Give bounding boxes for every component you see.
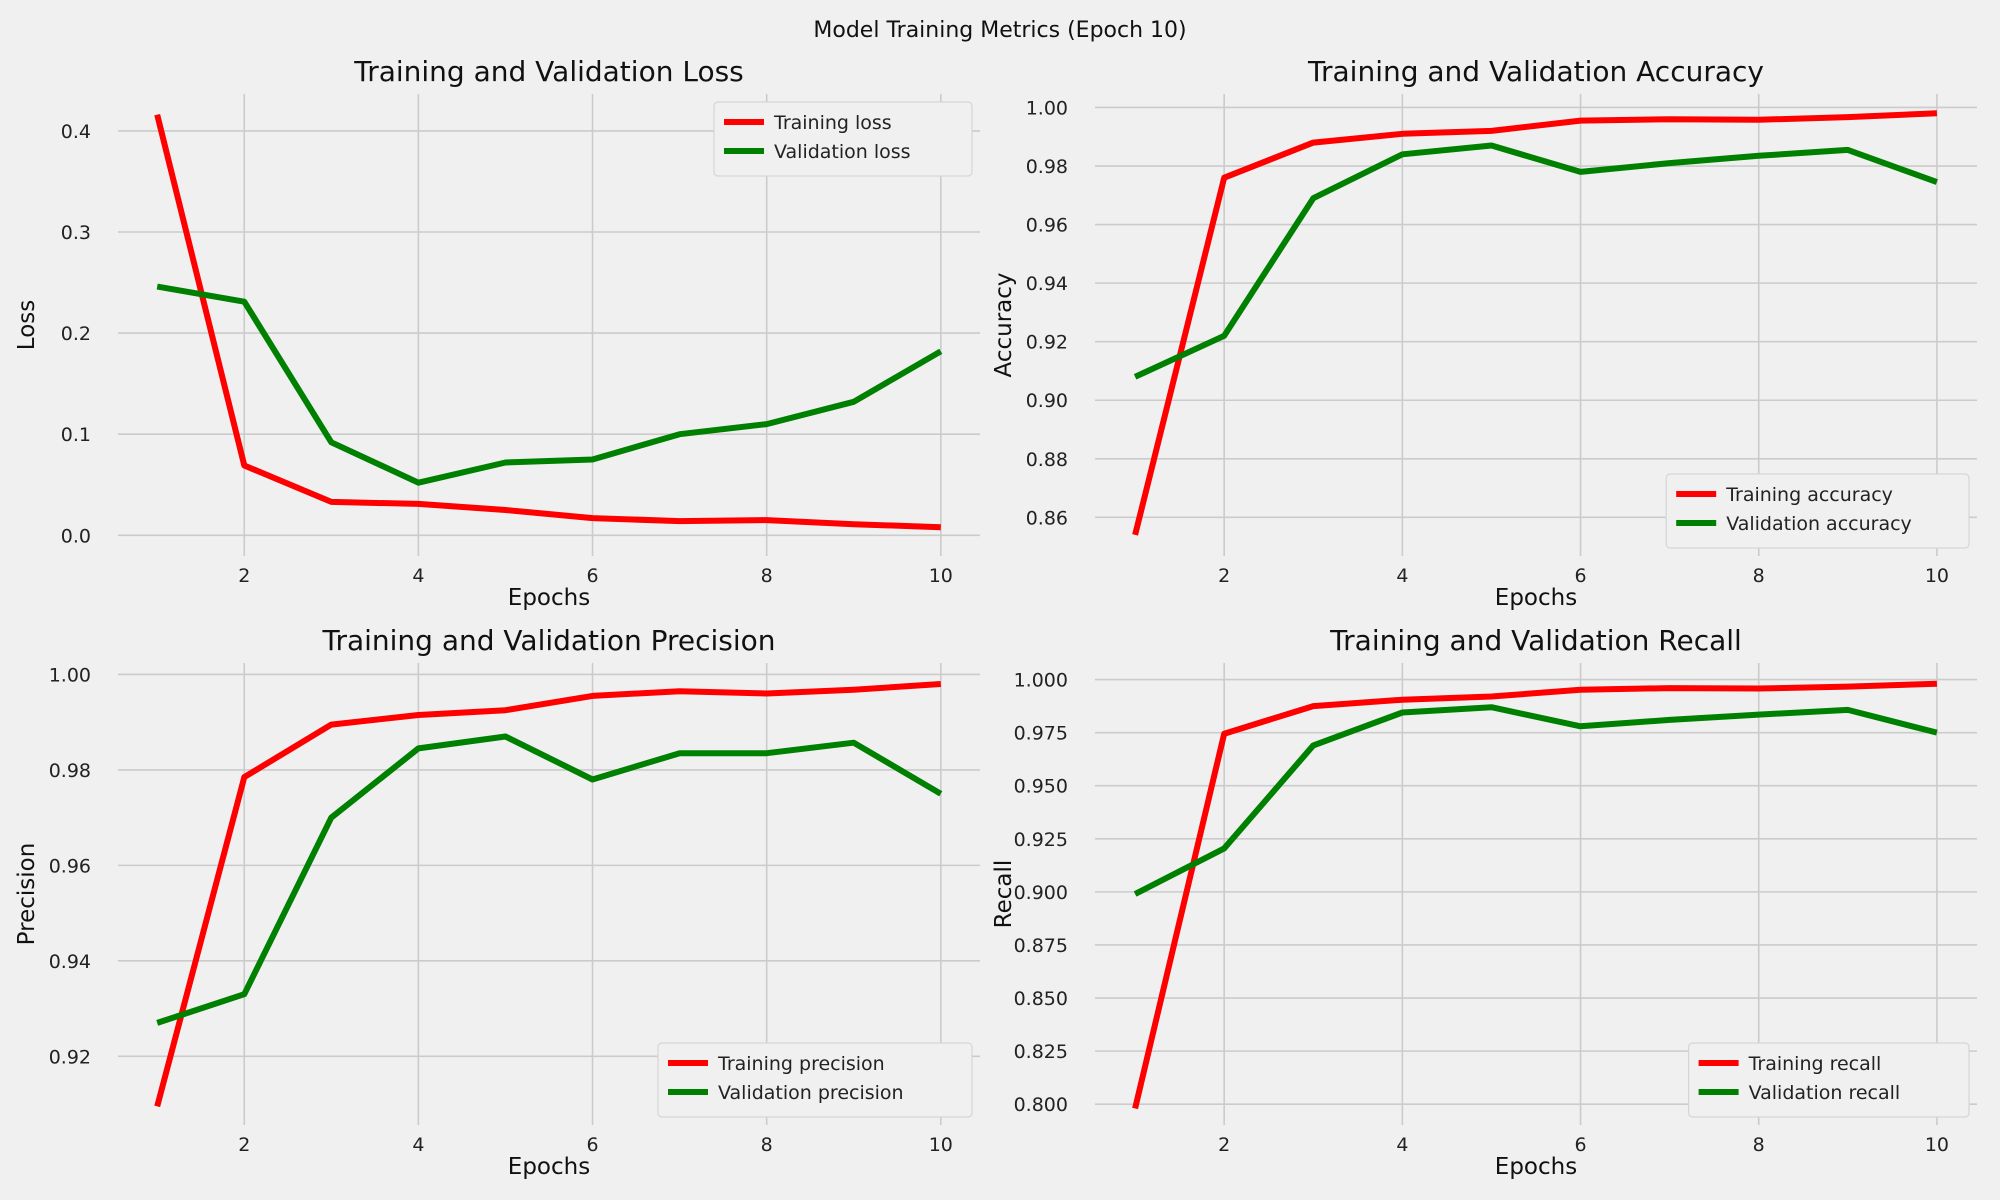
x-tick-label: 10	[1925, 565, 1949, 587]
y-tick-label: 0.98	[1026, 156, 1068, 178]
x-tick-label: 6	[586, 1134, 598, 1156]
legend-label: Training loss	[773, 112, 892, 134]
y-axis-label: Accuracy	[991, 272, 1017, 377]
series-line-training	[1132, 680, 1937, 1110]
x-tick-label: 8	[761, 565, 773, 587]
x-tick-label: 4	[412, 565, 424, 587]
legend-label: Training accuracy	[1725, 484, 1893, 506]
y-tick-label: 0.875	[1014, 935, 1068, 957]
y-tick-label: 0.925	[1014, 829, 1068, 851]
y-tick-label: 0.0	[61, 525, 91, 547]
y-tick-label: 0.850	[1014, 988, 1068, 1010]
x-tick-label: 8	[1753, 565, 1765, 587]
y-tick-label: 1.000	[1014, 670, 1068, 692]
y-tick-label: 0.825	[1014, 1041, 1068, 1063]
series-line-validation	[156, 283, 943, 486]
x-tick-label: 10	[1925, 1134, 1949, 1156]
y-tick-label: 0.90	[1026, 390, 1068, 412]
legend-label: Validation precision	[718, 1082, 904, 1104]
figure-title: Model Training Metrics (Epoch 10)	[813, 18, 1187, 43]
y-tick-label: 0.950	[1014, 776, 1068, 798]
y-tick-label: 0.4	[61, 121, 91, 143]
legend-label: Validation recall	[1749, 1082, 1901, 1104]
legend-box	[657, 1042, 973, 1118]
x-axis-label: Epochs	[508, 1154, 590, 1180]
x-axis-label: Epochs	[1495, 585, 1577, 611]
y-tick-label: 0.3	[61, 222, 91, 244]
x-tick-label: 4	[412, 1134, 424, 1156]
x-axis-label: Epochs	[508, 585, 590, 611]
y-tick-label: 0.94	[49, 951, 91, 973]
y-tick-label: 0.94	[1026, 273, 1068, 295]
y-tick-label: 0.2	[61, 323, 91, 345]
legend-label: Validation loss	[774, 141, 911, 163]
y-tick-label: 0.1	[61, 424, 91, 446]
x-tick-label: 6	[1574, 565, 1586, 587]
x-tick-label: 6	[586, 565, 598, 587]
x-tick-label: 8	[1753, 1134, 1765, 1156]
series-line-validation	[1133, 142, 1938, 380]
series-line-training	[154, 681, 941, 1108]
y-tick-label: 1.00	[49, 664, 91, 686]
x-tick-label: 10	[929, 565, 953, 587]
y-tick-label: 0.96	[49, 855, 91, 877]
legend-label: Training recall	[1748, 1053, 1882, 1075]
y-tick-label: 0.88	[1026, 449, 1068, 471]
x-tick-label: 8	[761, 1134, 773, 1156]
series-line-validation	[1133, 704, 1938, 897]
y-axis-label: Loss	[14, 300, 40, 350]
x-tick-label: 2	[238, 1134, 250, 1156]
y-tick-label: 1.00	[1026, 97, 1068, 119]
x-tick-label: 4	[1396, 1134, 1408, 1156]
y-tick-label: 0.92	[49, 1046, 91, 1068]
y-tick-label: 0.96	[1026, 215, 1068, 237]
chart-title: Training and Validation Precision	[321, 624, 775, 657]
series-line-validation	[156, 733, 943, 1026]
legend-box	[1687, 1042, 1970, 1118]
y-axis-label: Precision	[14, 843, 40, 946]
x-tick-label: 2	[238, 565, 250, 587]
y-tick-label: 0.975	[1014, 723, 1068, 745]
x-tick-label: 6	[1574, 1134, 1586, 1156]
y-tick-label: 0.98	[49, 760, 91, 782]
chart-title: Training and Validation Recall	[1329, 624, 1742, 657]
legend-label: Training precision	[717, 1053, 885, 1075]
x-axis-label: Epochs	[1495, 1154, 1577, 1180]
y-axis-label: Recall	[991, 860, 1017, 929]
y-tick-label: 0.92	[1026, 332, 1068, 354]
chart-title: Training and Validation Loss	[353, 55, 744, 88]
x-tick-label: 2	[1218, 1134, 1230, 1156]
legend-box	[713, 101, 973, 177]
x-tick-label: 10	[929, 1134, 953, 1156]
x-tick-label: 4	[1396, 565, 1408, 587]
legend-box	[1665, 473, 1970, 549]
chart-title: Training and Validation Accuracy	[1307, 55, 1764, 88]
series-line-training	[154, 113, 941, 531]
y-tick-label: 0.800	[1014, 1094, 1068, 1116]
legend-label: Validation accuracy	[1726, 513, 1912, 535]
x-tick-label: 2	[1218, 565, 1230, 587]
y-tick-label: 0.86	[1026, 507, 1068, 529]
y-tick-label: 0.900	[1014, 882, 1068, 904]
series-line-training	[1132, 110, 1938, 536]
